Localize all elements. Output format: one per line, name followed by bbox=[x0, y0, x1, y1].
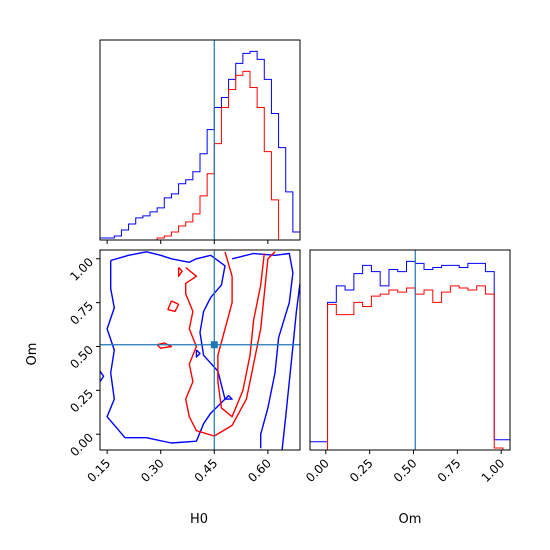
contour-red-9 bbox=[156, 342, 173, 349]
right-x-tick-label-0: 0.00 bbox=[303, 456, 332, 485]
right-x-tick-label-1: 0.25 bbox=[347, 456, 376, 485]
joint-x-tick-label-0: 0.15 bbox=[84, 456, 113, 485]
joint-x-tick-label-3: 0.60 bbox=[245, 456, 274, 485]
histogram-blue-0 bbox=[309, 260, 511, 450]
joint-x-tick-label-1: 0.30 bbox=[138, 456, 167, 485]
right-x-tick-label-4: 1.00 bbox=[479, 456, 508, 485]
contour-blue-2 bbox=[281, 283, 300, 450]
om-marginal-panel: 0.00 0.25 0.50 0.75 1.00 bbox=[303, 249, 511, 485]
contour-red-6 bbox=[185, 251, 276, 437]
contour-blue-3 bbox=[100, 370, 105, 382]
contour-red-8 bbox=[167, 300, 180, 313]
contour-blue-0 bbox=[106, 251, 226, 444]
right-x-tick-label-2: 0.50 bbox=[391, 456, 420, 485]
h0-marginal-panel bbox=[99, 39, 301, 244]
joint-y-tick-label-3: 0.75 bbox=[67, 299, 96, 328]
histogram-red-1 bbox=[310, 285, 510, 451]
y-axis-label-om: Om bbox=[25, 343, 40, 366]
joint-x-tick-label-2: 0.45 bbox=[192, 456, 221, 485]
x-axis-label-om: Om bbox=[399, 512, 422, 527]
contour-group bbox=[100, 251, 300, 450]
contour-red-10 bbox=[177, 267, 183, 277]
joint-y-tick-label-1: 0.25 bbox=[67, 387, 96, 416]
right-x-tick-label-3: 0.75 bbox=[435, 456, 464, 485]
contour-red-7 bbox=[217, 251, 265, 418]
joint-contour-panel: 0.15 0.30 0.45 0.60 0.00 0.25 0.50 0.75 1.00 bbox=[67, 249, 301, 485]
right-panel-frame bbox=[309, 249, 511, 451]
contour-blue-4 bbox=[195, 349, 201, 358]
joint-panel-frame bbox=[99, 249, 301, 451]
joint-y-tick-label-2: 0.50 bbox=[67, 343, 96, 372]
truth-marker bbox=[210, 341, 218, 349]
contour-blue-5 bbox=[224, 394, 233, 400]
histogram-blue-0 bbox=[99, 50, 301, 240]
top-panel-frame bbox=[99, 39, 301, 241]
joint-y-tick-label-0: 0.00 bbox=[67, 430, 96, 459]
x-axis-label-h0: H0 bbox=[190, 512, 208, 527]
contour-blue-1 bbox=[231, 252, 294, 449]
joint-y-tick-label-4: 1.00 bbox=[67, 255, 96, 284]
